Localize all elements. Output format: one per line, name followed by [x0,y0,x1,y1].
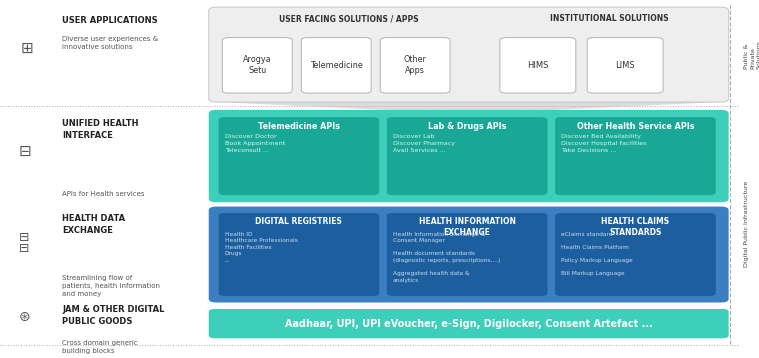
FancyBboxPatch shape [387,117,547,195]
FancyBboxPatch shape [555,117,716,195]
FancyBboxPatch shape [380,38,450,93]
FancyBboxPatch shape [222,38,292,93]
Text: JAM & OTHER DIGITAL
PUBLIC GOODS: JAM & OTHER DIGITAL PUBLIC GOODS [62,305,165,326]
Text: Lab & Drugs APIs: Lab & Drugs APIs [428,122,506,131]
FancyBboxPatch shape [209,110,729,202]
Text: Health ID
Healthcare Professionals
Health Facilities
Drugs
...: Health ID Healthcare Professionals Healt… [225,232,298,263]
Text: Cross domain generic
building blocks: Cross domain generic building blocks [62,340,138,354]
Text: Discover Doctor
Book Appointment
Teleconsult ...: Discover Doctor Book Appointment Telecon… [225,134,285,153]
Text: USER APPLICATIONS: USER APPLICATIONS [62,16,158,25]
Text: HEALTH CLAIMS
STANDARDS: HEALTH CLAIMS STANDARDS [601,217,669,237]
Text: UNIFIED HEALTH
INTERFACE: UNIFIED HEALTH INTERFACE [62,119,139,140]
FancyBboxPatch shape [219,117,380,195]
Text: ⊟
⊟: ⊟ ⊟ [19,231,30,255]
Text: USER FACING SOLUTIONS / APPS: USER FACING SOLUTIONS / APPS [279,14,419,23]
Text: Streamlining flow of
patients, health information
and money: Streamlining flow of patients, health in… [62,275,160,297]
FancyBboxPatch shape [587,38,663,93]
Text: Public &
Private
Solutions: Public & Private Solutions [744,40,759,69]
Text: eClaims standard

Health Claims Platform

Policy Markup Language

Bill Markup La: eClaims standard Health Claims Platform … [561,232,633,276]
Text: Diverse user experiences &
innovative solutions: Diverse user experiences & innovative so… [62,36,159,50]
Text: Discover Bed Availability
Discover Hospital facilities
Take Decisions ...: Discover Bed Availability Discover Hospi… [561,134,647,153]
Text: Aadhaar, UPI, UPI eVoucher, e-Sign, Digilocker, Consent Artefact ...: Aadhaar, UPI, UPI eVoucher, e-Sign, Digi… [285,319,653,329]
Text: LIMS: LIMS [616,61,635,70]
Text: INSTITUTIONAL SOLUTIONS: INSTITUTIONAL SOLUTIONS [550,14,669,23]
Text: Other Health Service APIs: Other Health Service APIs [577,122,694,131]
Text: DIGITAL REGISTRIES: DIGITAL REGISTRIES [256,217,342,226]
Text: ⊞: ⊞ [20,40,33,55]
FancyBboxPatch shape [209,309,729,338]
FancyBboxPatch shape [209,207,729,303]
Text: HEALTH DATA
EXCHANGE: HEALTH DATA EXCHANGE [62,214,125,235]
Text: HIMS: HIMS [528,61,549,70]
FancyBboxPatch shape [555,213,716,296]
Text: ⊛: ⊛ [19,309,30,324]
FancyBboxPatch shape [301,38,371,93]
Text: Telemedicine: Telemedicine [310,61,363,70]
Text: Health Information Exchange &
Consent Manager

Health document standards
(diagno: Health Information Exchange & Consent Ma… [393,232,500,283]
Text: Digital Public Infrastructure: Digital Public Infrastructure [744,181,749,267]
Text: Other
Apps: Other Apps [404,55,427,76]
FancyBboxPatch shape [387,213,547,296]
Polygon shape [216,102,721,111]
Text: Discover Lab
Discover Pharmacy
Avail Services ...: Discover Lab Discover Pharmacy Avail Ser… [393,134,455,153]
Text: Telemedicine APIs: Telemedicine APIs [258,122,340,131]
FancyBboxPatch shape [209,7,729,102]
Text: APIs for Health services: APIs for Health services [62,191,145,197]
FancyBboxPatch shape [500,38,576,93]
Text: ⊟: ⊟ [19,144,32,159]
Text: Arogya
Setu: Arogya Setu [243,55,272,76]
Text: HEALTH INFORMATION
EXCHANGE: HEALTH INFORMATION EXCHANGE [419,217,515,237]
FancyBboxPatch shape [219,213,380,296]
